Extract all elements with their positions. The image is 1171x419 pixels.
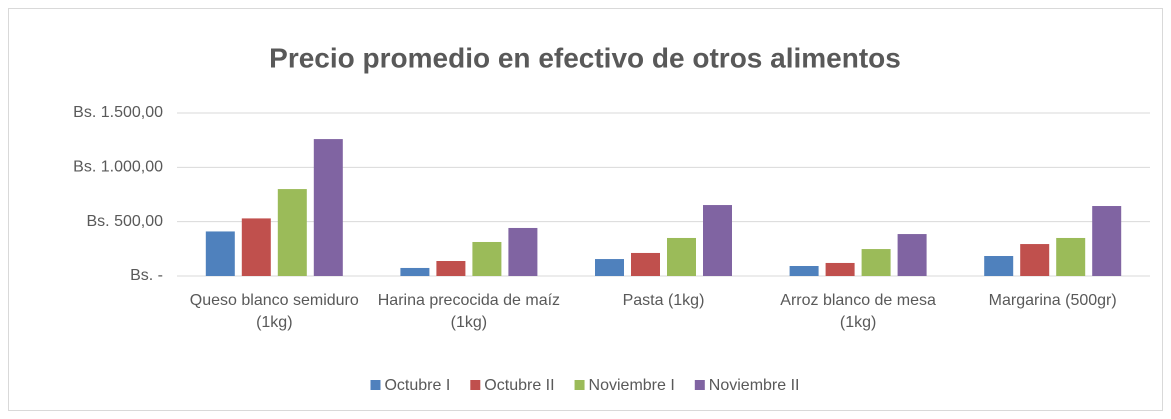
x-tick-label: Pasta (1kg) bbox=[622, 292, 705, 309]
bar bbox=[703, 205, 732, 276]
bar bbox=[825, 262, 855, 276]
bar bbox=[313, 139, 343, 276]
bar bbox=[205, 231, 235, 276]
x-tick-label-box: Pasta (1kg) bbox=[622, 292, 705, 309]
y-tick-label: Bs. 500,00 bbox=[87, 213, 164, 230]
x-tick-label-box: Margarina (500gr) bbox=[988, 292, 1117, 309]
bar bbox=[400, 267, 430, 276]
bar bbox=[436, 261, 466, 276]
legend-item: Noviembre I bbox=[574, 377, 675, 394]
bar bbox=[861, 249, 891, 276]
x-tick-label-box: Harina precocida de maíz (1kg) bbox=[377, 292, 561, 331]
legend-label: Octubre I bbox=[384, 377, 450, 394]
bar bbox=[1020, 244, 1050, 276]
bar bbox=[472, 241, 502, 276]
legend-swatch bbox=[370, 380, 381, 390]
legend-item: Octubre I bbox=[370, 377, 450, 394]
legend-swatch bbox=[574, 380, 585, 390]
x-tick-label-box: Arroz blanco de mesa (1kg) bbox=[780, 292, 936, 331]
legend-swatch bbox=[694, 380, 705, 390]
y-tick-label: Bs. 1.000,00 bbox=[73, 159, 163, 176]
bar bbox=[508, 227, 538, 276]
legend-item: Octubre II bbox=[470, 377, 555, 394]
legend-item: Noviembre II bbox=[694, 377, 800, 394]
x-tick-label-box: Queso blanco semiduro (1kg) bbox=[189, 292, 359, 331]
bar bbox=[1056, 237, 1086, 276]
bar bbox=[277, 189, 307, 276]
x-tick-label: Margarina (500gr) bbox=[988, 292, 1117, 309]
legend-swatch bbox=[470, 380, 481, 390]
legend-label: Noviembre II bbox=[709, 377, 800, 394]
legend-label: Octubre II bbox=[484, 377, 554, 394]
bar bbox=[595, 259, 624, 276]
bar bbox=[1092, 206, 1122, 276]
bar bbox=[667, 237, 696, 276]
bar bbox=[789, 266, 819, 276]
y-tick-label: Bs. 1.500,00 bbox=[73, 104, 163, 121]
legend-label: Noviembre I bbox=[589, 377, 675, 394]
bar bbox=[897, 234, 927, 276]
bar bbox=[984, 256, 1014, 276]
chart-title: Precio promedio en efectivo de otros ali… bbox=[269, 42, 901, 73]
x-tick-label: Harina precocida de maíz (1kg) bbox=[377, 292, 561, 331]
bar bbox=[631, 252, 660, 276]
chart-border bbox=[8, 8, 1163, 411]
x-tick-label: Queso blanco semiduro (1kg) bbox=[189, 292, 359, 331]
bar bbox=[241, 218, 271, 276]
y-tick-label: Bs. - bbox=[130, 267, 163, 284]
x-tick-label: Arroz blanco de mesa (1kg) bbox=[780, 292, 936, 331]
